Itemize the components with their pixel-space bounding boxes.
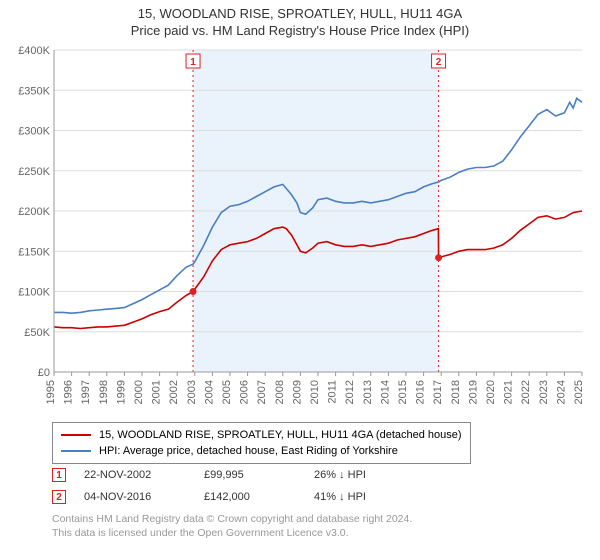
svg-text:2016: 2016 bbox=[415, 380, 427, 404]
price-chart-svg: £0 £50K £100K £150K £200K £250K £300K £350K £400… bbox=[8, 44, 592, 414]
sale-date-2: 04-NOV-2016 bbox=[84, 491, 204, 503]
svg-text:£150K: £150K bbox=[18, 246, 50, 258]
svg-text:2010: 2010 bbox=[309, 380, 321, 404]
chart-area: £0 £50K £100K £150K £200K £250K £300K £350K £400… bbox=[8, 44, 592, 414]
svg-text:2024: 2024 bbox=[555, 380, 567, 404]
svg-text:£250K: £250K bbox=[18, 166, 50, 178]
footer-line1: Contains HM Land Registry data © Crown c… bbox=[52, 512, 412, 526]
legend-row-property: 15, WOODLAND RISE, SPROATLEY, HULL, HU11… bbox=[61, 427, 462, 443]
sale-marker-2: 2 bbox=[52, 490, 66, 504]
svg-text:1996: 1996 bbox=[63, 380, 75, 404]
legend-row-hpi: HPI: Average price, detached house, East… bbox=[61, 443, 462, 459]
svg-text:2004: 2004 bbox=[203, 380, 215, 404]
footer-licence: Contains HM Land Registry data © Crown c… bbox=[52, 512, 412, 540]
svg-text:2012: 2012 bbox=[344, 380, 356, 404]
svg-text:2005: 2005 bbox=[221, 380, 233, 404]
sale-price-2: £142,000 bbox=[204, 491, 314, 503]
sale-date-1: 22-NOV-2002 bbox=[84, 469, 204, 481]
svg-text:2022: 2022 bbox=[520, 380, 532, 404]
svg-text:£300K: £300K bbox=[18, 126, 50, 138]
svg-text:2003: 2003 bbox=[186, 380, 198, 404]
sale-delta-2: 41% ↓ HPI bbox=[314, 491, 424, 503]
svg-text:1998: 1998 bbox=[98, 380, 110, 404]
sale-marker-1: 1 bbox=[52, 468, 66, 482]
svg-text:£200K: £200K bbox=[18, 206, 50, 218]
svg-text:2023: 2023 bbox=[538, 380, 550, 404]
svg-text:2: 2 bbox=[436, 57, 442, 68]
title-block: 15, WOODLAND RISE, SPROATLEY, HULL, HU11… bbox=[0, 0, 600, 38]
svg-text:2015: 2015 bbox=[397, 380, 409, 404]
svg-text:£350K: £350K bbox=[18, 85, 50, 97]
svg-text:2013: 2013 bbox=[362, 380, 374, 404]
sale-delta-1: 26% ↓ HPI bbox=[314, 469, 424, 481]
svg-text:2002: 2002 bbox=[168, 380, 180, 404]
svg-text:£400K: £400K bbox=[18, 45, 50, 57]
svg-text:2001: 2001 bbox=[151, 380, 163, 404]
chart-container: 15, WOODLAND RISE, SPROATLEY, HULL, HU11… bbox=[0, 0, 600, 560]
svg-text:2019: 2019 bbox=[467, 380, 479, 404]
svg-text:2009: 2009 bbox=[291, 380, 303, 404]
legend: 15, WOODLAND RISE, SPROATLEY, HULL, HU11… bbox=[52, 422, 471, 464]
svg-text:2008: 2008 bbox=[274, 380, 286, 404]
svg-text:£100K: £100K bbox=[18, 287, 50, 299]
svg-text:2000: 2000 bbox=[133, 380, 145, 404]
svg-text:2011: 2011 bbox=[327, 380, 339, 404]
svg-text:1997: 1997 bbox=[80, 380, 92, 404]
title-subtitle: Price paid vs. HM Land Registry's House … bbox=[0, 23, 600, 38]
legend-swatch-hpi bbox=[61, 450, 91, 452]
legend-label-hpi: HPI: Average price, detached house, East… bbox=[99, 443, 398, 459]
sale-price-1: £99,995 bbox=[204, 469, 314, 481]
svg-text:2006: 2006 bbox=[239, 380, 251, 404]
legend-label-property: 15, WOODLAND RISE, SPROATLEY, HULL, HU11… bbox=[99, 427, 462, 443]
svg-text:1: 1 bbox=[190, 57, 196, 68]
svg-text:1995: 1995 bbox=[45, 380, 57, 404]
svg-text:2020: 2020 bbox=[485, 380, 497, 404]
title-address: 15, WOODLAND RISE, SPROATLEY, HULL, HU11… bbox=[0, 6, 600, 21]
sales-list: 1 22-NOV-2002 £99,995 26% ↓ HPI 2 04-NOV… bbox=[52, 466, 424, 510]
svg-text:2007: 2007 bbox=[256, 380, 268, 404]
svg-text:2014: 2014 bbox=[379, 380, 391, 404]
svg-text:2018: 2018 bbox=[450, 380, 462, 404]
svg-text:2017: 2017 bbox=[432, 380, 444, 404]
svg-text:2021: 2021 bbox=[503, 380, 515, 404]
footer-line2: This data is licensed under the Open Gov… bbox=[52, 526, 412, 540]
svg-text:2025: 2025 bbox=[573, 380, 585, 404]
svg-text:£0: £0 bbox=[38, 367, 50, 379]
sale-row-1: 1 22-NOV-2002 £99,995 26% ↓ HPI bbox=[52, 466, 424, 484]
sale-row-2: 2 04-NOV-2016 £142,000 41% ↓ HPI bbox=[52, 488, 424, 506]
svg-text:1999: 1999 bbox=[115, 380, 127, 404]
legend-swatch-property bbox=[61, 434, 91, 436]
svg-text:£50K: £50K bbox=[24, 327, 50, 339]
